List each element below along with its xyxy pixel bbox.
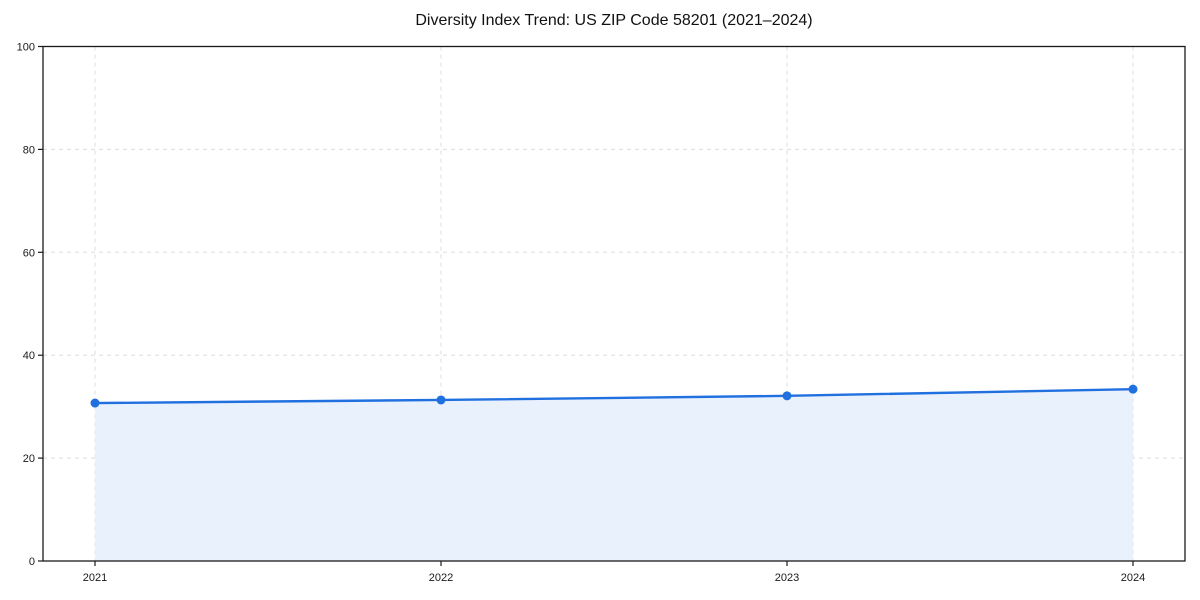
y-tick-label: 60 — [23, 247, 35, 259]
y-tick-label: 100 — [17, 42, 35, 54]
data-point-2021 — [90, 398, 100, 408]
y-tick-label: 40 — [23, 350, 35, 362]
y-tick-label: 20 — [23, 453, 35, 465]
x-tick-label: 2021 — [83, 572, 107, 584]
y-tick-label: 80 — [23, 144, 35, 156]
data-point-2022 — [436, 395, 446, 405]
x-tick-label: 2022 — [429, 572, 453, 584]
chart-title: Diversity Index Trend: US ZIP Code 58201… — [415, 12, 813, 29]
x-tick-label: 2023 — [775, 572, 799, 584]
data-point-2024 — [1128, 384, 1138, 394]
plot-border — [42, 45, 1186, 562]
trend-line — [93, 387, 1135, 405]
data-point-2023 — [782, 391, 792, 401]
x-tick-label: 2024 — [1121, 572, 1145, 584]
y-tick-label: 0 — [29, 556, 35, 568]
area-fill — [95, 389, 1133, 561]
